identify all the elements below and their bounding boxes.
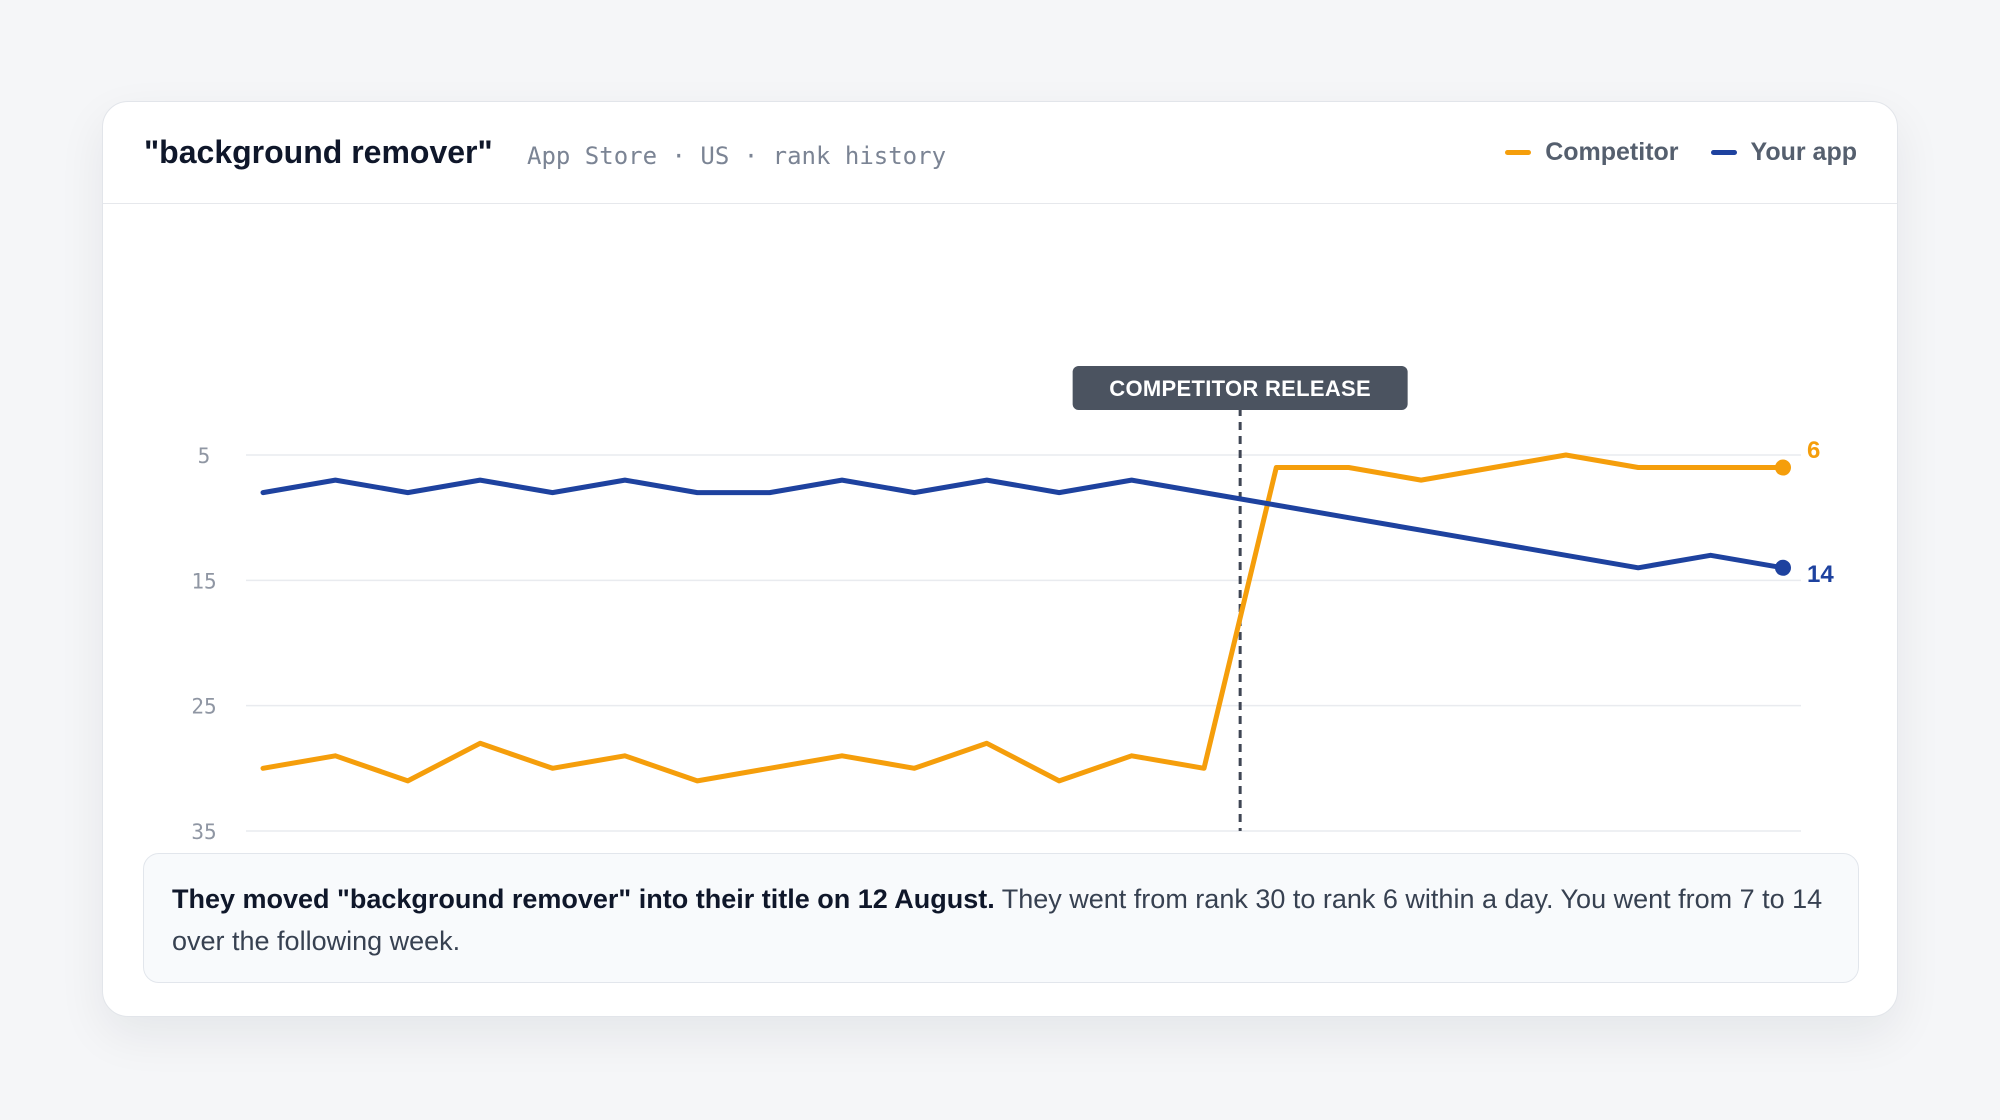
series-end-point-competitor: [1775, 459, 1791, 476]
legend-item-competitor[interactable]: Competitor: [1505, 138, 1679, 167]
axis-layer: 515253529 Jul5 Aug12 Aug19 Aug: [191, 444, 1821, 882]
insight-note: They moved "background remover" into the…: [143, 853, 1859, 983]
y-tick-label-35: 35: [191, 820, 216, 844]
legend-swatch-your-app: [1710, 150, 1737, 155]
rank-history-card: "background remover" App Store · US · ra…: [102, 101, 1898, 1017]
chart-title: "background remover": [144, 134, 493, 170]
legend-label-your-app: Your app: [1750, 138, 1857, 166]
legend-item-your-app[interactable]: Your app: [1710, 138, 1857, 167]
rank-line-chart: 515253529 Jul5 Aug12 Aug19 Aug COMPETITO…: [191, 366, 1834, 882]
series-end-point-your-app: [1775, 559, 1791, 576]
release-badge-label: COMPETITOR RELEASE: [1109, 376, 1371, 401]
grid-layer: [246, 454, 1801, 832]
insight-note-bold: They moved "background remover" into the…: [172, 884, 995, 914]
series-line-competitor: [260, 452, 1786, 784]
insight-note-text: They went from rank 30 to rank 6 within …: [172, 884, 1823, 956]
series-layer: 6 14: [260, 437, 1834, 784]
series-end-label-competitor: 6: [1807, 437, 1820, 464]
y-tick-label-15: 15: [191, 569, 216, 593]
legend-label-competitor: Competitor: [1545, 138, 1679, 166]
series-line-your-app: [260, 477, 1786, 571]
chart-legend: Competitor Your app: [1505, 138, 1857, 167]
y-tick-label-5: 5: [198, 444, 211, 468]
card-header: "background remover" App Store · US · ra…: [103, 102, 1897, 204]
y-tick-label-25: 25: [191, 695, 216, 719]
chart-subtitle: App Store · US · rank history: [527, 142, 947, 170]
legend-swatch-competitor: [1505, 150, 1532, 155]
series-end-label-your-app: 14: [1807, 561, 1834, 588]
release-badge: [1072, 366, 1408, 410]
